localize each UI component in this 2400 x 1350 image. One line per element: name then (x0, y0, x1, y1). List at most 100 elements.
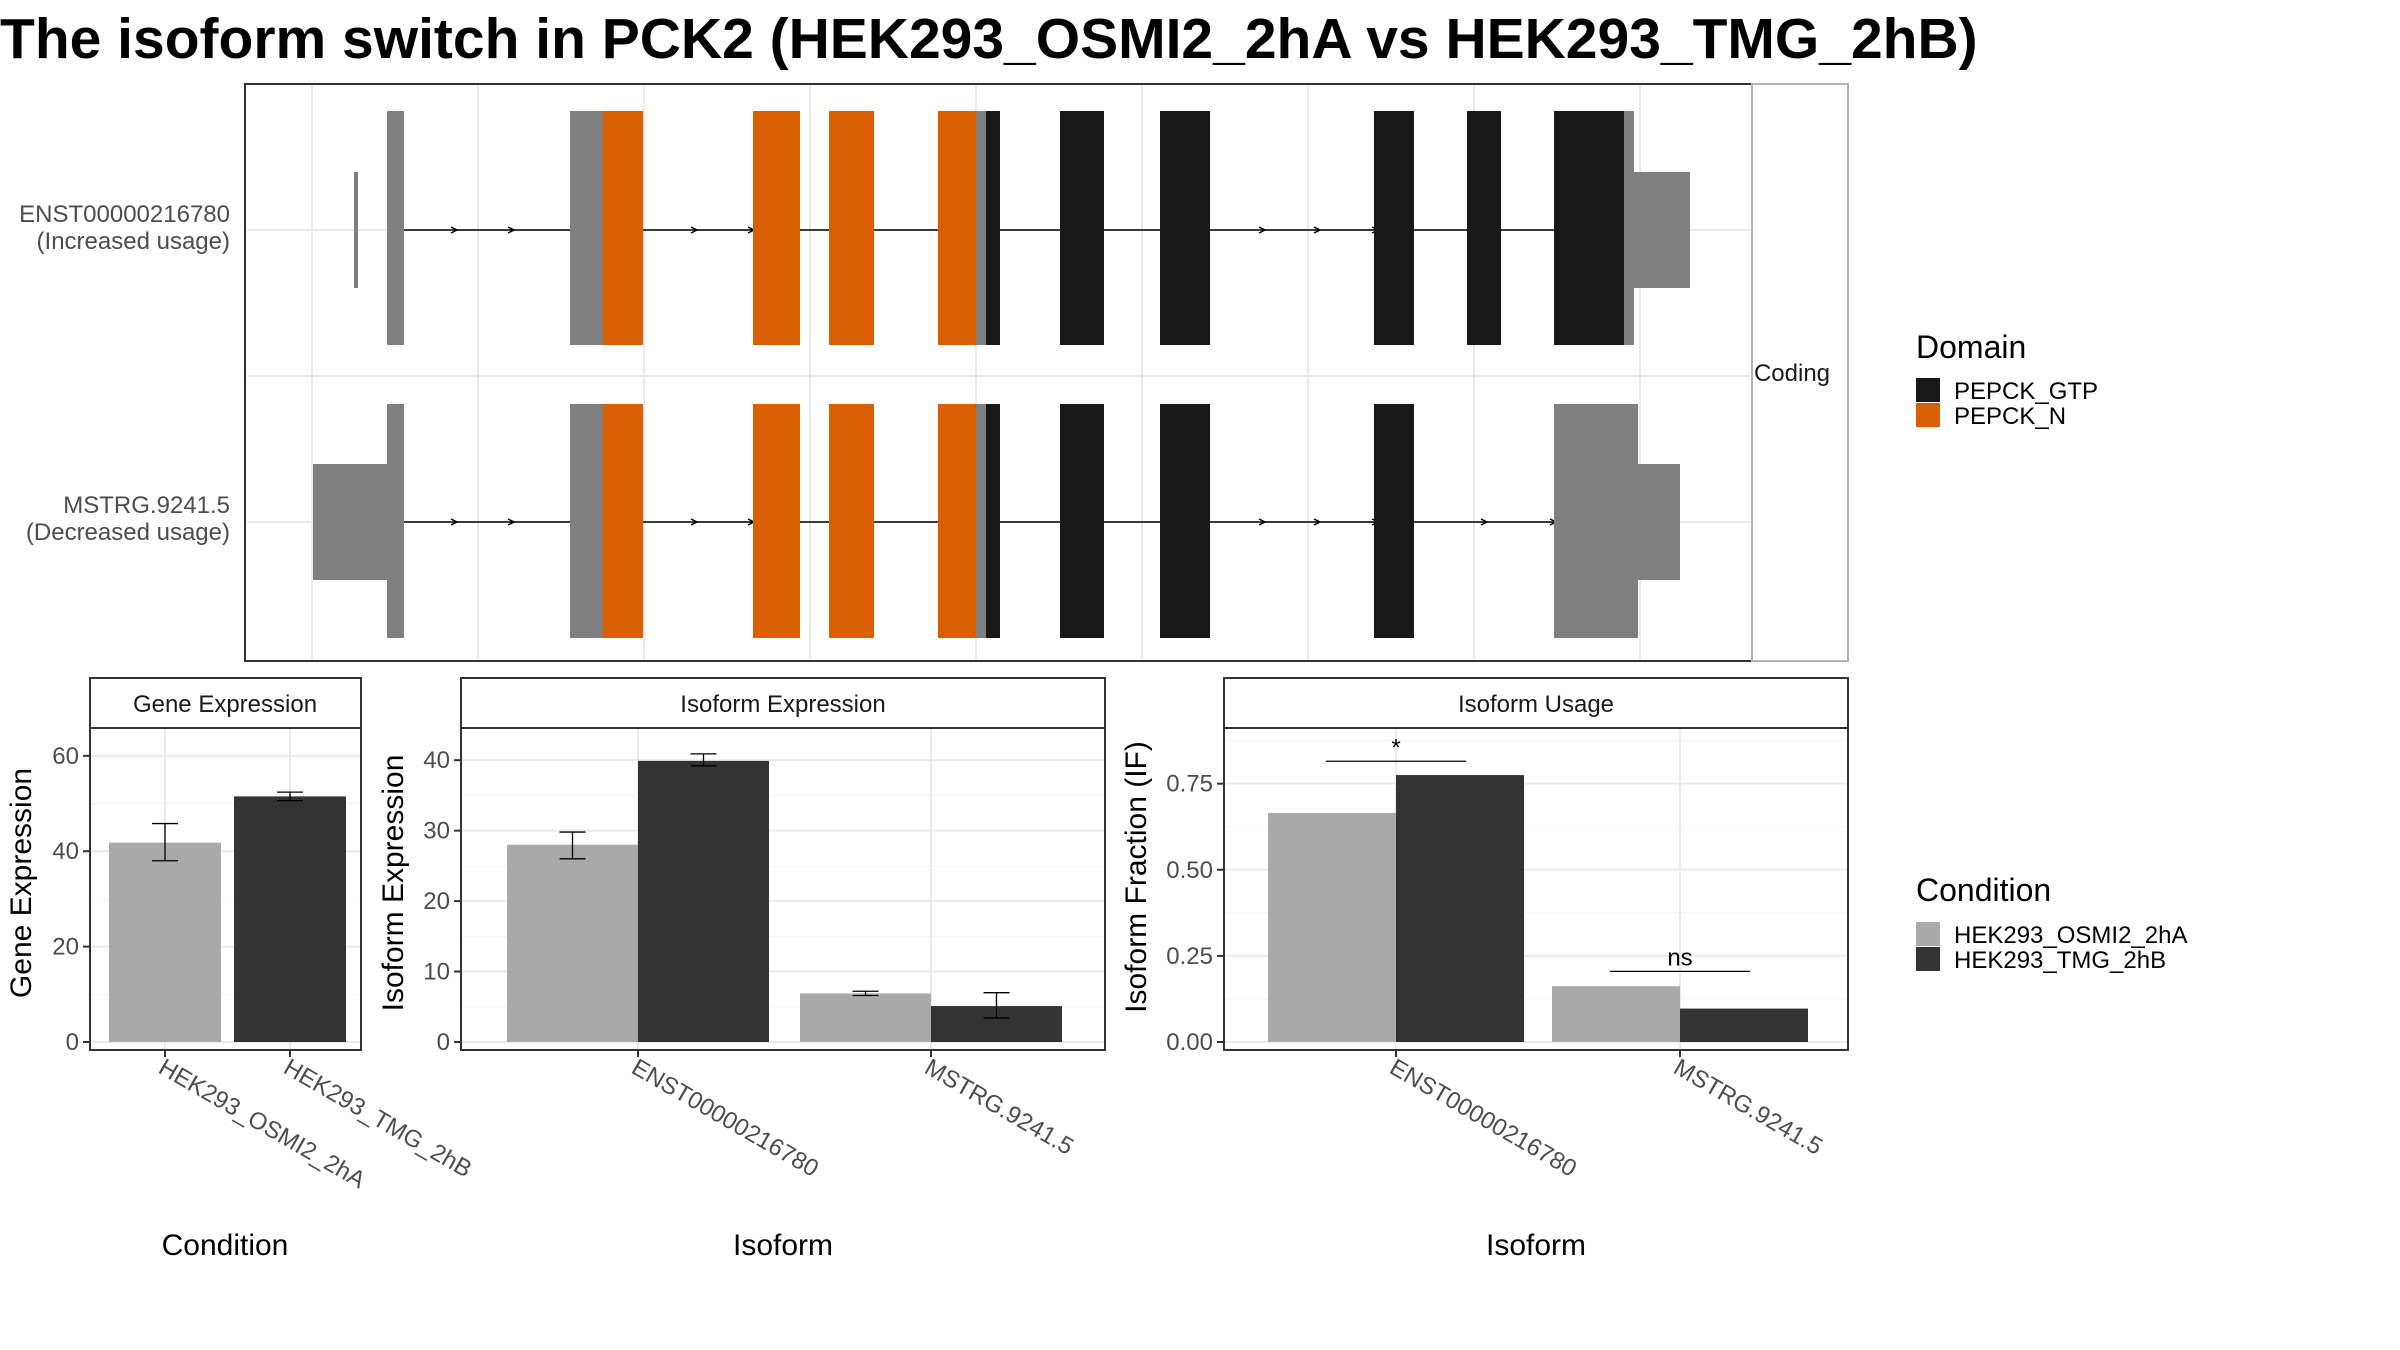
legend-key-pepck-gtp (1916, 378, 1940, 402)
y-tick-label: 40 (423, 747, 450, 774)
legend-label-osmi: HEK293_OSMI2_2hA (1954, 922, 2187, 949)
domain-legend-title: Domain (1916, 329, 2026, 365)
pepck-n-exon (603, 404, 643, 638)
utr-exon (313, 464, 387, 580)
pepck-n-exon (829, 404, 874, 638)
strand-arrow (507, 226, 516, 234)
pepck-gtp-exon (1374, 111, 1414, 345)
strand-arrow (690, 518, 699, 526)
strand-arrow (1258, 226, 1267, 234)
significance-label: ns (1667, 944, 1692, 971)
transcript-row-2 (313, 404, 1680, 638)
strand-arrow (507, 518, 516, 526)
y-tick-label: 40 (52, 838, 79, 865)
isoform-usage-strip (1223, 677, 1849, 729)
utr-exon (1554, 404, 1638, 638)
transcript-1-usage: (Increased usage) (37, 228, 230, 255)
gene-expression-panel: Gene Expression 0204060HEK293_OSMI2_2hAH… (5, 677, 476, 1262)
isoform-expression-strip-label: Isoform Expression (680, 691, 885, 718)
transcript-2-usage: (Decreased usage) (26, 519, 230, 546)
y-tick-label: 10 (423, 959, 450, 986)
legend-key-osmi (1916, 922, 1940, 946)
legend-key-pepck-n (1916, 403, 1940, 427)
y-tick-label: 30 (423, 818, 450, 845)
pepck-gtp-exon (1060, 111, 1104, 345)
figure-title: The isoform switch in PCK2 (HEK293_OSMI2… (0, 7, 1978, 71)
pepck-gtp-exon (986, 111, 1000, 345)
transcript-2-id: MSTRG.9241.5 (63, 492, 230, 519)
pepck-gtp-exon (1467, 111, 1501, 345)
gene-expression-strip-label: Gene Expression (133, 691, 317, 718)
bar-osmi (109, 842, 221, 1042)
utr-exon (976, 404, 986, 638)
utr-exon (387, 404, 404, 638)
bar-osmi (1552, 986, 1680, 1042)
strand-arrow (690, 226, 699, 234)
pepck-gtp-exon (1160, 111, 1210, 345)
coding-strip (1751, 83, 1849, 662)
legend-label-pepck-n: PEPCK_N (1954, 403, 2066, 430)
strand-arrow (1480, 518, 1489, 526)
utr-exon (1634, 172, 1690, 288)
isoform-usage-panel: Isoform Usage 0.00 0.25 0.50 0.75 ENST000002… (1120, 677, 1849, 1262)
strand-arrow (450, 226, 459, 234)
x-tick-label: MSTRG.9241.5 (920, 1054, 1078, 1161)
pepck-gtp-exon (986, 404, 1000, 638)
isoform-expression-xlabel: Isoform (733, 1229, 833, 1262)
isoform-usage-ylabel: Isoform Fraction (IF) (1120, 741, 1153, 1013)
utr-exon (387, 111, 404, 345)
y-tick-label: 0 (66, 1029, 79, 1056)
bar-tmg (234, 796, 346, 1042)
isoform-expression-ylabel: Isoform Expression (377, 755, 410, 1012)
isoform-usage-strip-label: Isoform Usage (1458, 691, 1614, 718)
utr-exon (570, 111, 603, 345)
significance-label: * (1391, 734, 1400, 761)
utr-exon (570, 404, 603, 638)
utr-exon (354, 172, 358, 288)
isoform-usage-xlabel: Isoform (1486, 1229, 1586, 1262)
pepck-n-exon (753, 404, 800, 638)
strand-arrow (1313, 518, 1322, 526)
pepck-n-exon (938, 111, 976, 345)
isoform-expression-panel: Isoform Expression 0 10 20 30 40 ENST00000216… (377, 677, 1106, 1262)
isoform-expression-plot: 0 10 20 30 40 ENST00000216780 MSTRG.9241.5 (423, 727, 1106, 1183)
pepck-n-exon (603, 111, 643, 345)
condition-legend: Condition HEK293_OSMI2_2hA HEK293_TMG_2h… (1916, 872, 2187, 974)
gene-expression-ylabel: Gene Expression (5, 768, 38, 998)
isoform-usage-plot: 0.00 0.25 0.50 0.75 ENST00000216780 MSTRG.924… (1166, 727, 1849, 1183)
x-tick-label: HEK293_OSMI2_2hA (154, 1054, 370, 1194)
transcript-row-1 (354, 111, 1690, 345)
pepck-n-exon (829, 111, 874, 345)
pepck-n-exon (753, 111, 800, 345)
domain-legend: Domain PEPCK_GTP PEPCK_N (1916, 329, 2098, 430)
y-tick-label: 60 (52, 743, 79, 770)
strand-arrow (450, 518, 459, 526)
bar-osmi (507, 844, 638, 1042)
plot-frame (1223, 727, 1849, 1051)
y-tick-label: 0.50 (1166, 857, 1213, 884)
strand-arrow (1313, 226, 1322, 234)
legend-key-tmg (1916, 947, 1940, 971)
bar-tmg (638, 760, 769, 1042)
utr-exon (1638, 464, 1680, 580)
plot-frame (89, 727, 362, 1051)
condition-legend-title: Condition (1916, 872, 2051, 908)
x-tick-label: MSTRG.9241.5 (1669, 1054, 1827, 1161)
y-tick-label: 20 (423, 888, 450, 915)
y-tick-label: 0.75 (1166, 771, 1213, 798)
bar-tmg (1680, 1008, 1808, 1042)
pepck-n-exon (938, 404, 976, 638)
legend-label-pepck-gtp: PEPCK_GTP (1954, 378, 2098, 405)
gene-expression-strip (89, 677, 362, 729)
bar-osmi (1268, 812, 1396, 1042)
pepck-gtp-exon (1554, 111, 1624, 345)
utr-exon (1624, 111, 1634, 345)
gene-expression-xlabel: Condition (162, 1229, 289, 1262)
transcript-1-id: ENST00000216780 (19, 201, 230, 228)
pepck-gtp-exon (1060, 404, 1104, 638)
strand-arrow (1258, 518, 1267, 526)
transcript-panel: Coding ENST00000216780 (Increased usage)… (19, 83, 1849, 662)
y-tick-label: 0.00 (1166, 1029, 1213, 1056)
